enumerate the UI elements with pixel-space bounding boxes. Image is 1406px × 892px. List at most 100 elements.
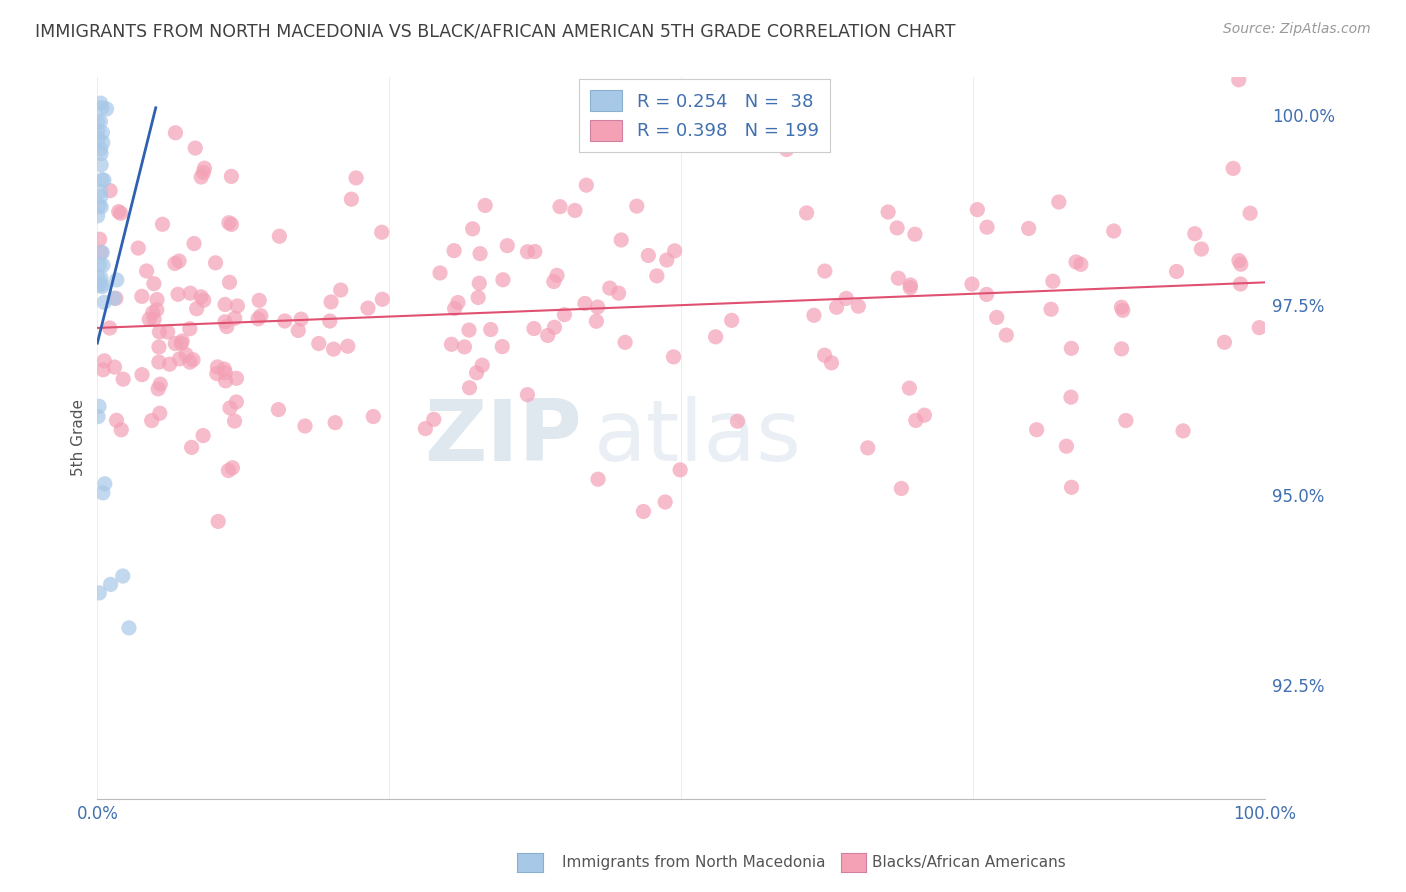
Point bbox=[662, 350, 685, 364]
Point bbox=[835, 292, 858, 306]
Point bbox=[898, 281, 921, 295]
Text: Immigrants from North Macedonia: Immigrants from North Macedonia bbox=[562, 855, 825, 870]
Point bbox=[458, 323, 481, 337]
Point bbox=[371, 292, 394, 306]
Point bbox=[796, 206, 818, 220]
Text: atlas: atlas bbox=[593, 396, 801, 480]
Point bbox=[496, 238, 519, 252]
Point bbox=[91, 101, 114, 115]
Point bbox=[179, 286, 201, 301]
Point bbox=[1213, 335, 1236, 350]
Point bbox=[181, 352, 204, 367]
Point bbox=[170, 336, 193, 351]
Point bbox=[453, 340, 475, 354]
Point bbox=[225, 395, 247, 409]
Point bbox=[205, 367, 228, 381]
Point bbox=[471, 358, 494, 372]
Point bbox=[465, 366, 488, 380]
Point bbox=[90, 270, 112, 285]
Point bbox=[148, 355, 170, 369]
Point bbox=[247, 293, 270, 308]
Point bbox=[1102, 224, 1125, 238]
Point bbox=[193, 293, 215, 308]
Point bbox=[167, 287, 190, 301]
Point bbox=[104, 291, 127, 305]
Point bbox=[856, 441, 879, 455]
Point bbox=[163, 256, 186, 270]
Point bbox=[323, 416, 346, 430]
Point bbox=[319, 295, 342, 310]
Point bbox=[890, 482, 912, 496]
Point bbox=[720, 313, 742, 327]
Point bbox=[1025, 423, 1047, 437]
Point bbox=[1189, 242, 1212, 256]
Point bbox=[215, 319, 238, 334]
Point bbox=[1047, 194, 1070, 209]
Point bbox=[142, 306, 165, 320]
Point bbox=[1222, 161, 1244, 176]
Point bbox=[491, 340, 513, 354]
Point bbox=[429, 266, 451, 280]
Point bbox=[224, 414, 246, 428]
Point bbox=[479, 322, 502, 336]
Text: ZIP: ZIP bbox=[425, 396, 582, 480]
Point bbox=[537, 328, 560, 343]
Point bbox=[90, 245, 112, 260]
Point bbox=[966, 202, 988, 217]
Point bbox=[87, 400, 110, 414]
Point bbox=[813, 348, 835, 362]
Point bbox=[145, 302, 167, 317]
Point bbox=[976, 287, 998, 301]
Point bbox=[146, 382, 169, 396]
Point bbox=[204, 256, 226, 270]
Point bbox=[143, 312, 166, 326]
Point bbox=[1064, 255, 1087, 269]
Point bbox=[814, 264, 837, 278]
Point bbox=[610, 233, 633, 247]
Point bbox=[193, 161, 215, 176]
Point bbox=[820, 356, 842, 370]
Point bbox=[183, 236, 205, 251]
Point bbox=[887, 271, 910, 285]
Point bbox=[110, 206, 132, 220]
Point bbox=[269, 229, 291, 244]
Point bbox=[91, 486, 114, 500]
Point bbox=[107, 204, 129, 219]
Point bbox=[1227, 253, 1250, 268]
Point bbox=[93, 353, 115, 368]
Point bbox=[1070, 257, 1092, 271]
Point bbox=[548, 200, 571, 214]
Point bbox=[599, 281, 621, 295]
Point bbox=[146, 293, 169, 307]
Point bbox=[1111, 342, 1133, 356]
Point bbox=[1227, 72, 1250, 87]
Point bbox=[87, 131, 110, 145]
Point bbox=[224, 311, 246, 326]
Point bbox=[1054, 439, 1077, 453]
Point bbox=[86, 209, 108, 223]
Point bbox=[294, 419, 316, 434]
Point bbox=[848, 299, 870, 313]
Point bbox=[877, 205, 900, 219]
Point bbox=[1115, 413, 1137, 427]
Point bbox=[149, 377, 172, 392]
Point bbox=[91, 279, 114, 293]
Point bbox=[1239, 206, 1261, 220]
Point bbox=[585, 314, 607, 328]
Point bbox=[1171, 424, 1194, 438]
Point bbox=[226, 299, 249, 313]
Point bbox=[174, 347, 197, 361]
Point bbox=[90, 200, 112, 214]
Point bbox=[127, 241, 149, 255]
Point bbox=[492, 273, 515, 287]
Point bbox=[607, 286, 630, 301]
Point bbox=[1166, 264, 1188, 278]
Point bbox=[142, 277, 165, 291]
Point bbox=[91, 363, 114, 377]
Point bbox=[90, 158, 112, 172]
Point bbox=[995, 328, 1018, 343]
Point bbox=[87, 277, 110, 292]
Point bbox=[184, 141, 207, 155]
Point bbox=[669, 463, 692, 477]
Point bbox=[135, 264, 157, 278]
